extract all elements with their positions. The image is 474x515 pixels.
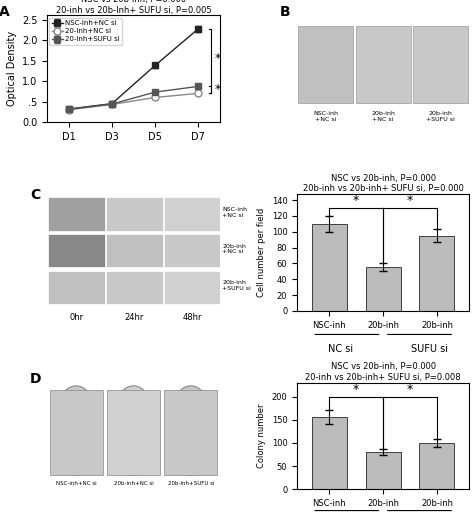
Text: 20b-inh+NC si: 20b-inh+NC si [114,480,154,486]
Text: A: A [0,5,10,19]
Text: 20b-inh
+NC si: 20b-inh +NC si [371,111,395,122]
Text: NSC-inh+NC si: NSC-inh+NC si [56,480,96,486]
Text: 24hr: 24hr [124,313,144,322]
Text: C: C [30,188,40,202]
Legend: NSC-inh+NC si, 20-inh+NC si, 20-inh+SUFU si: NSC-inh+NC si, 20-inh+NC si, 20-inh+SUFU… [49,18,122,45]
Text: 0hr: 0hr [69,313,83,322]
Title: NSC vs 20b-inh, P=0.000
20b-inh vs 20b-inh+ SUFU si, P=0.000: NSC vs 20b-inh, P=0.000 20b-inh vs 20b-i… [303,174,464,193]
Bar [312,417,347,489]
Text: *: * [353,383,359,396]
Bar [312,224,347,311]
Bar [50,390,102,475]
Text: NC si: NC si [328,344,353,354]
Text: D: D [30,372,42,386]
Bar [419,443,455,489]
Text: 20b-inh
+SUFU si: 20b-inh +SUFU si [222,281,251,291]
Title: NSC vs 20b-inh, P=0.000
20-inh vs 20b-inh+ SUFU si, P=0.008: NSC vs 20b-inh, P=0.000 20-inh vs 20b-in… [305,363,461,382]
Bar [106,197,163,231]
Text: *: * [407,194,413,207]
Bar [106,271,163,304]
Y-axis label: Optical Density: Optical Density [7,31,17,106]
Text: *: * [407,383,413,396]
Bar [356,26,410,103]
Bar [413,26,468,103]
Circle shape [52,386,100,475]
Y-axis label: Cell number per field: Cell number per field [257,208,266,297]
Bar [298,26,353,103]
Text: 48hr: 48hr [182,313,202,322]
Text: *: * [214,83,220,96]
Bar [48,234,105,267]
Bar [48,271,105,304]
Bar [365,267,401,311]
Bar [164,271,221,304]
Text: NSC-inh
+NC si: NSC-inh +NC si [222,207,247,217]
Bar [365,452,401,489]
Text: *: * [353,194,359,207]
Text: 20b-inh+SUFU si: 20b-inh+SUFU si [168,480,214,486]
Bar [107,390,160,475]
Bar [164,390,217,475]
Circle shape [109,386,157,475]
Text: NSC-inh
+NC si: NSC-inh +NC si [313,111,338,122]
Bar [106,234,163,267]
Text: B: B [280,5,291,19]
Text: 20b-inh
+SUFU si: 20b-inh +SUFU si [426,111,455,122]
Bar [48,197,105,231]
Circle shape [167,386,215,475]
Text: *: * [214,52,220,65]
Bar [164,234,221,267]
Bar [419,236,455,311]
Text: SUFU si: SUFU si [411,344,448,354]
Y-axis label: Colony number: Colony number [257,404,266,468]
Title: NSC vs 20b-inh, P=0.000
20-inh vs 20b-Inh+ SUFU si, P=0.005: NSC vs 20b-inh, P=0.000 20-inh vs 20b-In… [55,0,211,14]
Bar [164,197,221,231]
Text: 20b-inh
+NC si: 20b-inh +NC si [222,244,246,254]
